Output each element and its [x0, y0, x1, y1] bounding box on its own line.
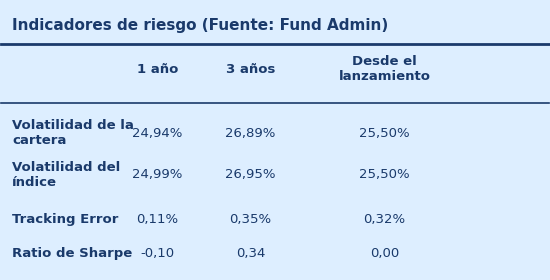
- Text: Indicadores de riesgo (Fuente: Fund Admin): Indicadores de riesgo (Fuente: Fund Admi…: [12, 18, 389, 33]
- Text: 0,32%: 0,32%: [364, 213, 405, 225]
- Text: 3 años: 3 años: [226, 63, 275, 76]
- Text: Tracking Error: Tracking Error: [12, 213, 119, 225]
- Text: 1 año: 1 año: [136, 63, 178, 76]
- Text: 0,35%: 0,35%: [229, 213, 272, 225]
- Text: Volatilidad de la
cartera: Volatilidad de la cartera: [12, 119, 134, 147]
- Text: 0,34: 0,34: [236, 247, 265, 260]
- Text: 24,94%: 24,94%: [132, 127, 183, 139]
- Text: Desde el
lanzamiento: Desde el lanzamiento: [338, 55, 431, 83]
- Text: 26,95%: 26,95%: [225, 168, 276, 181]
- Text: -0,10: -0,10: [140, 247, 174, 260]
- Text: 26,89%: 26,89%: [225, 127, 276, 139]
- Text: 24,99%: 24,99%: [132, 168, 183, 181]
- Text: Ratio de Sharpe: Ratio de Sharpe: [12, 247, 133, 260]
- Text: 25,50%: 25,50%: [359, 127, 410, 139]
- Text: 0,11%: 0,11%: [136, 213, 178, 225]
- Text: 25,50%: 25,50%: [359, 168, 410, 181]
- Text: Volatilidad del
índice: Volatilidad del índice: [12, 161, 120, 189]
- Text: 0,00: 0,00: [370, 247, 399, 260]
